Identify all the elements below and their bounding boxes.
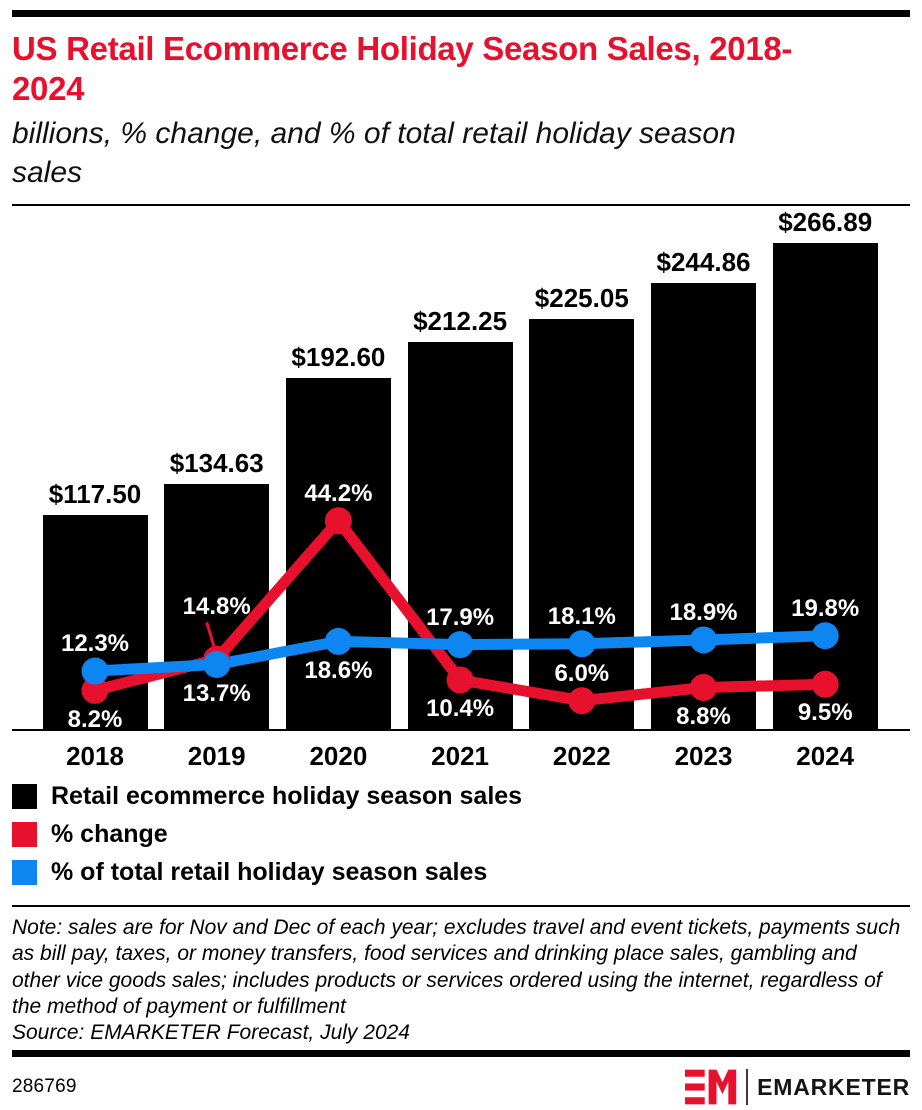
x-axis-label-2024: 2024 xyxy=(796,741,855,772)
footer: 286769 EMARKETER xyxy=(12,1069,910,1106)
pct-share-label: 18.6% xyxy=(304,656,373,684)
note-divider xyxy=(12,905,910,908)
chart-source: Source: EMARKETER Forecast, July 2024 xyxy=(12,1021,410,1045)
data-point xyxy=(446,631,474,659)
pct-share-label: 18.1% xyxy=(547,602,616,630)
emarketer-logo: EMARKETER xyxy=(685,1069,910,1106)
pct-share-label: 13.7% xyxy=(182,679,251,707)
bar-value-label: $192.60 xyxy=(291,342,386,373)
bar-2022 xyxy=(529,319,635,730)
top-divider xyxy=(12,10,910,17)
pct-change-label: 14.8% xyxy=(182,593,251,621)
legend-item-pct-of-total: % of total retail holiday season sales xyxy=(12,858,910,887)
bar-2023 xyxy=(651,282,756,730)
data-point xyxy=(324,507,352,535)
legend-item-pct-change: % change xyxy=(12,820,910,849)
x-axis-label-2020: 2020 xyxy=(309,741,368,772)
bottom-divider xyxy=(12,1050,910,1058)
logo-separator xyxy=(746,1069,749,1106)
legend-label: % change xyxy=(51,820,168,849)
legend-label: % of total retail holiday season sales xyxy=(51,858,488,887)
data-point xyxy=(203,651,231,679)
brand-name: EMARKETER xyxy=(757,1073,910,1100)
legend-label: Retail ecommerce holiday season sales xyxy=(51,782,523,811)
pct-share-label: 18.9% xyxy=(669,599,738,627)
data-point xyxy=(81,677,109,705)
header-divider xyxy=(12,204,910,207)
emarketer-monogram-icon xyxy=(685,1070,737,1105)
bar-value-label: $117.50 xyxy=(48,479,142,510)
pct-change-label: 6.0% xyxy=(554,659,610,687)
data-point xyxy=(811,670,839,698)
x-axis-label-2019: 2019 xyxy=(187,741,246,772)
x-axis-label-2021: 2021 xyxy=(431,741,490,772)
chart-id: 286769 xyxy=(12,1076,77,1098)
legend-swatch-red xyxy=(12,822,37,848)
bar-value-label: $266.89 xyxy=(778,206,873,237)
data-point xyxy=(568,687,596,715)
bar-value-label: $244.86 xyxy=(656,246,751,277)
chart-note: Note: sales are for Nov and Dec of each … xyxy=(12,916,901,1018)
pct-share-label: 17.9% xyxy=(426,603,495,631)
pct-share-label: 19.8% xyxy=(791,594,860,622)
chart-subtitle: billions, % change, and % of total retai… xyxy=(12,117,736,190)
page-title: US Retail Ecommerce Holiday Season Sales… xyxy=(12,30,793,107)
data-point xyxy=(446,666,474,694)
pct-change-label: 8.2% xyxy=(67,705,123,733)
bar-2019 xyxy=(164,483,270,730)
x-axis-line xyxy=(12,729,910,732)
pct-change-label: 44.2% xyxy=(304,479,373,507)
pct-change-label: 9.5% xyxy=(797,699,853,727)
chart-legend: Retail ecommerce holiday season sales % … xyxy=(12,782,910,887)
data-point xyxy=(811,622,839,650)
bar-line-chart: $117.50 2018 $134.63 2019 $192.60 2020 $212.25… xyxy=(12,206,910,776)
data-point xyxy=(690,674,717,702)
data-point xyxy=(568,630,596,658)
bar-value-label: $212.25 xyxy=(413,306,508,337)
x-axis-label-2022: 2022 xyxy=(552,741,611,772)
data-point xyxy=(690,626,717,654)
pct-change-label: 8.8% xyxy=(676,702,731,730)
x-axis-label-2023: 2023 xyxy=(674,741,733,772)
bar-value-label: $225.05 xyxy=(534,283,629,314)
bar-2021 xyxy=(407,342,513,730)
data-point xyxy=(324,628,352,656)
data-point xyxy=(81,657,109,685)
pct-share-label: 12.3% xyxy=(60,630,130,658)
pct-change-label: 10.4% xyxy=(426,695,495,723)
x-axis-label-2018: 2018 xyxy=(66,741,124,772)
legend-item-ecommerce-sales: Retail ecommerce holiday season sales xyxy=(12,782,910,811)
line-chart-overlay xyxy=(81,507,839,715)
bar-value-label: $134.63 xyxy=(169,447,264,478)
legend-swatch-black xyxy=(12,784,37,810)
legend-swatch-blue xyxy=(12,860,37,886)
